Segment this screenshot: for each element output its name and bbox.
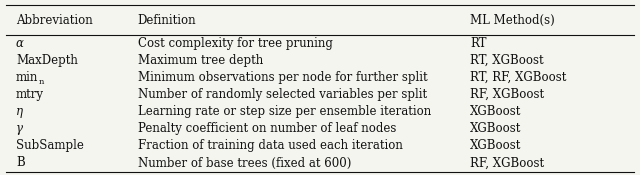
Text: Maximum tree depth: Maximum tree depth <box>138 54 263 67</box>
Text: B: B <box>16 156 25 169</box>
Text: mtry: mtry <box>16 88 44 101</box>
Text: Penalty coefficient on number of leaf nodes: Penalty coefficient on number of leaf no… <box>138 122 396 135</box>
Text: γ: γ <box>16 122 23 135</box>
Text: n: n <box>39 78 44 86</box>
Text: Cost complexity for tree pruning: Cost complexity for tree pruning <box>138 37 332 50</box>
Text: MaxDepth: MaxDepth <box>16 54 78 67</box>
Text: XGBoost: XGBoost <box>470 139 522 152</box>
Text: SubSample: SubSample <box>16 139 84 152</box>
Text: Number of randomly selected variables per split: Number of randomly selected variables pe… <box>138 88 427 101</box>
Text: RF, XGBoost: RF, XGBoost <box>470 88 545 101</box>
Text: Abbreviation: Abbreviation <box>16 14 93 27</box>
Text: Minimum observations per node for further split: Minimum observations per node for furthe… <box>138 71 428 84</box>
Text: Number of base trees (fixed at 600): Number of base trees (fixed at 600) <box>138 156 351 169</box>
Text: XGBoost: XGBoost <box>470 105 522 118</box>
Text: η: η <box>16 105 23 118</box>
Text: RF, XGBoost: RF, XGBoost <box>470 156 545 169</box>
Text: RT: RT <box>470 37 487 50</box>
Text: α: α <box>16 37 24 50</box>
Text: RT, XGBoost: RT, XGBoost <box>470 54 544 67</box>
Text: Fraction of training data used each iteration: Fraction of training data used each iter… <box>138 139 403 152</box>
Text: min: min <box>16 71 38 84</box>
Text: XGBoost: XGBoost <box>470 122 522 135</box>
Text: Learning rate or step size per ensemble iteration: Learning rate or step size per ensemble … <box>138 105 431 118</box>
Text: ML Method(s): ML Method(s) <box>470 14 555 27</box>
Text: Definition: Definition <box>138 14 196 27</box>
Text: RT, RF, XGBoost: RT, RF, XGBoost <box>470 71 567 84</box>
